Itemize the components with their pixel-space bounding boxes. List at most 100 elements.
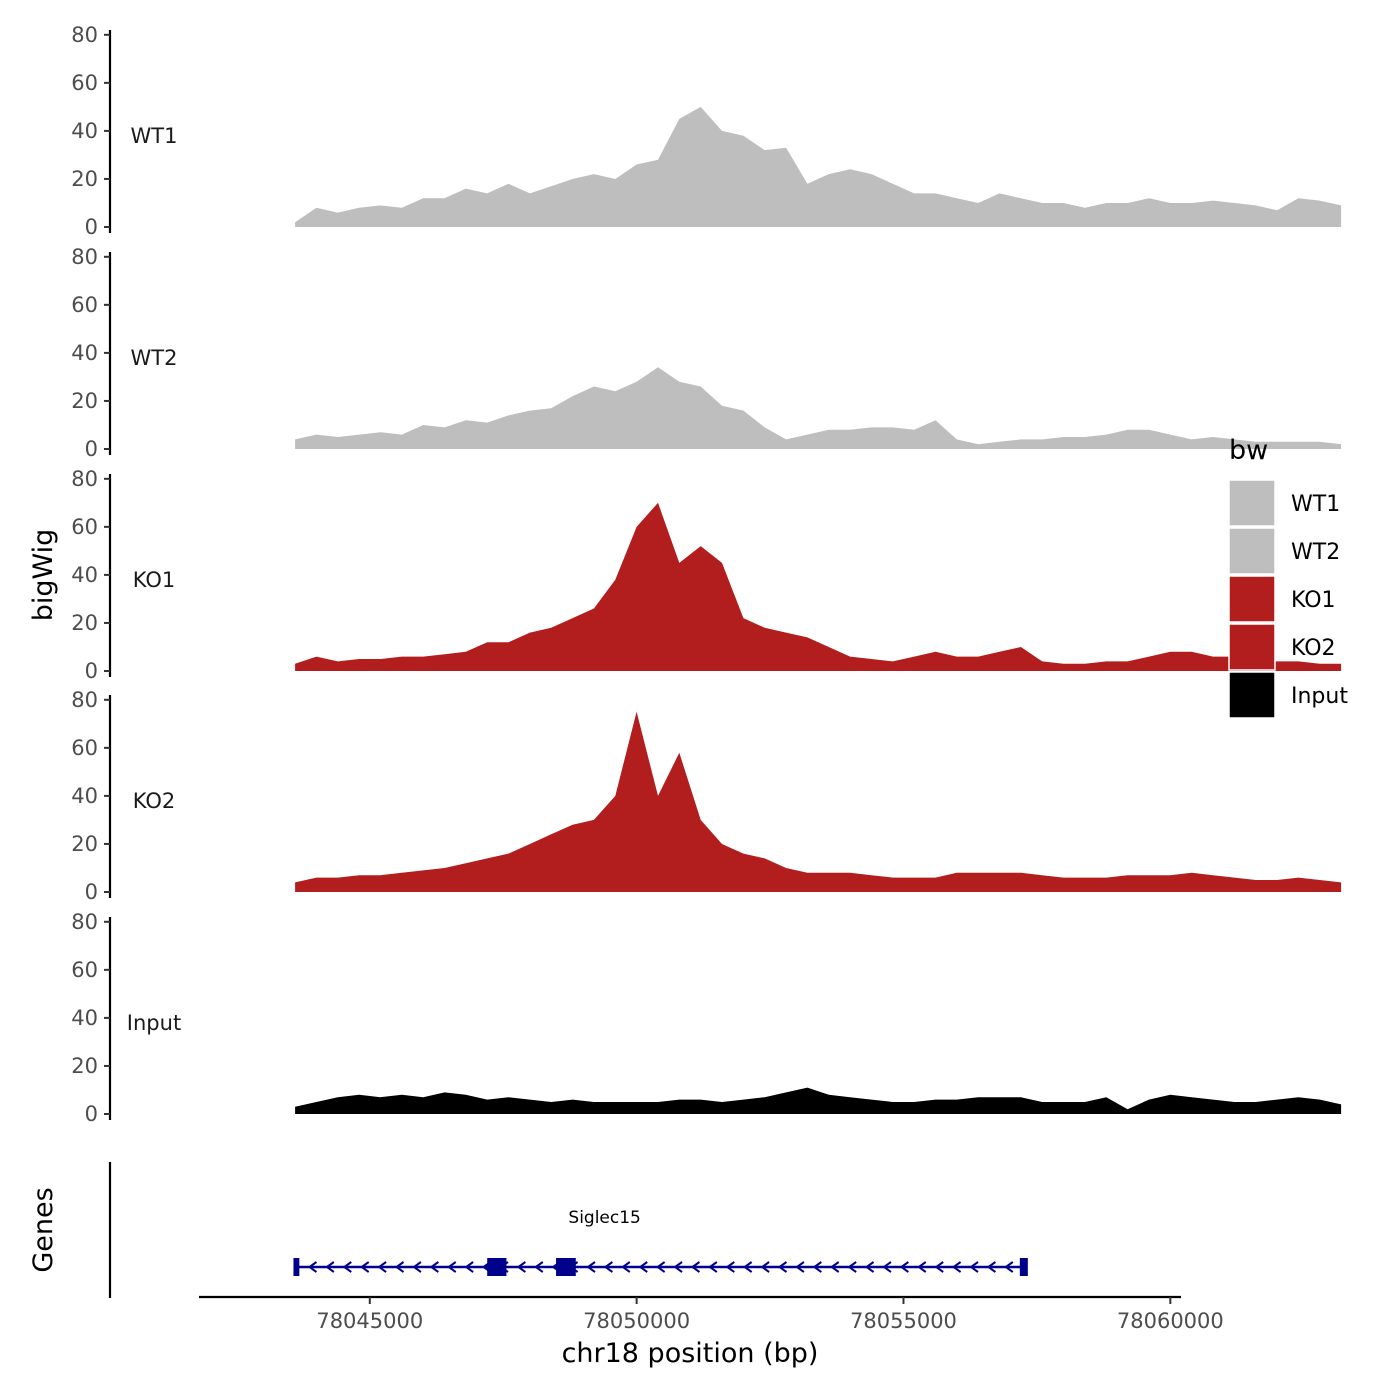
y-tick-label: 60 bbox=[71, 736, 98, 760]
y-tick-label: 80 bbox=[71, 467, 98, 491]
gene-exon bbox=[293, 1258, 300, 1276]
x-axis-title: chr18 position (bp) bbox=[562, 1338, 819, 1369]
track-wt1: 0 20 40 60 80 WT1 bbox=[71, 23, 1342, 239]
track-wt2: 0 20 40 60 80 WT2 bbox=[71, 245, 1342, 461]
x-tick-label: 78050000 bbox=[583, 1309, 690, 1333]
strand-arrow bbox=[447, 1261, 457, 1273]
y-tick-label: 60 bbox=[71, 515, 98, 539]
strand-arrow bbox=[812, 1261, 822, 1273]
strand-arrow bbox=[969, 1261, 979, 1273]
strand-arrow bbox=[795, 1261, 805, 1273]
signal-area-ko1 bbox=[295, 502, 1342, 671]
strand-arrow bbox=[307, 1261, 318, 1273]
gene-track: Siglec15 bbox=[108, 1162, 1028, 1298]
legend-swatch-ko2 bbox=[1228, 623, 1276, 671]
y-tick-label: 20 bbox=[71, 389, 98, 413]
y-tick-label: 0 bbox=[85, 215, 98, 239]
track-input: 0 20 40 60 80 Input bbox=[71, 910, 1342, 1126]
strand-arrow bbox=[412, 1261, 422, 1273]
y-tick-label: 40 bbox=[71, 784, 98, 808]
signal-tracks: 0 20 40 60 80 WT1 0 20 40 60 80 WT2 0 20 40 60 80 KO1 0 20 4… bbox=[71, 23, 1342, 1126]
signal-area-input bbox=[295, 1087, 1342, 1114]
y-tick-label: 80 bbox=[71, 910, 98, 934]
track-label: KO1 bbox=[133, 568, 176, 592]
strand-arrow bbox=[655, 1261, 666, 1273]
strand-arrow bbox=[673, 1261, 683, 1273]
gene-exon bbox=[556, 1258, 576, 1276]
y-tick-label: 80 bbox=[71, 23, 98, 47]
y-tick-label: 40 bbox=[71, 119, 98, 143]
y-tick-label: 80 bbox=[71, 245, 98, 269]
track-ko2: 0 20 40 60 80 KO2 bbox=[71, 688, 1342, 904]
strand-arrow bbox=[359, 1261, 370, 1273]
strand-arrow bbox=[847, 1261, 857, 1273]
y-axis-title: bigWig bbox=[28, 529, 59, 622]
legend-label-ko2: KO2 bbox=[1291, 636, 1336, 661]
y-tick-label: 20 bbox=[71, 1054, 98, 1078]
legend: bw WT1 WT2 KO1 KO2 Input bbox=[1228, 435, 1348, 719]
strand-arrow bbox=[325, 1261, 335, 1273]
strand-arrow bbox=[986, 1261, 996, 1273]
legend-label-wt1: WT1 bbox=[1291, 492, 1340, 517]
y-tick-label: 60 bbox=[71, 71, 98, 95]
strand-arrow bbox=[586, 1261, 596, 1273]
legend-swatch-wt1 bbox=[1228, 479, 1276, 527]
signal-area-wt1 bbox=[295, 106, 1342, 227]
y-tick-label: 0 bbox=[85, 880, 98, 904]
strand-arrow bbox=[760, 1261, 770, 1273]
y-axis-title-text: bigWig bbox=[28, 529, 59, 622]
strand-arrow bbox=[621, 1261, 631, 1273]
strand-arrow bbox=[864, 1261, 875, 1273]
y-tick-label: 0 bbox=[85, 659, 98, 683]
y-tick-label: 20 bbox=[71, 611, 98, 635]
strand-arrow bbox=[534, 1261, 544, 1273]
strand-arrow bbox=[934, 1261, 944, 1273]
strand-arrow bbox=[951, 1261, 962, 1273]
legend-label-wt2: WT2 bbox=[1291, 540, 1340, 565]
strand-arrow bbox=[1004, 1261, 1014, 1273]
track-label: Input bbox=[127, 1011, 181, 1035]
y-tick-label: 60 bbox=[71, 958, 98, 982]
y-tick-label: 60 bbox=[71, 293, 98, 317]
y-tick-label: 40 bbox=[71, 563, 98, 587]
y-tick-label: 40 bbox=[71, 1006, 98, 1030]
strand-arrow bbox=[742, 1261, 753, 1273]
strand-arrow bbox=[725, 1261, 735, 1273]
strand-arrow bbox=[603, 1261, 614, 1273]
track-label: WT2 bbox=[131, 346, 178, 370]
signal-area-ko2 bbox=[295, 711, 1342, 892]
track-ko1: 0 20 40 60 80 KO1 bbox=[71, 467, 1342, 683]
y-tick-label: 20 bbox=[71, 832, 98, 856]
strand-arrow bbox=[464, 1261, 474, 1273]
strand-arrow bbox=[830, 1261, 840, 1273]
track-label: WT1 bbox=[131, 124, 178, 148]
legend-label-ko1: KO1 bbox=[1291, 588, 1336, 613]
y-tick-label: 40 bbox=[71, 341, 98, 365]
signal-area-wt2 bbox=[295, 367, 1342, 449]
legend-swatch-ko1 bbox=[1228, 575, 1276, 623]
strand-arrow bbox=[917, 1261, 927, 1273]
strand-arrow bbox=[342, 1261, 352, 1273]
x-tick-label: 78045000 bbox=[316, 1309, 423, 1333]
strand-arrow bbox=[638, 1261, 648, 1273]
legend-swatch-wt2 bbox=[1228, 527, 1276, 575]
strand-arrow bbox=[882, 1261, 892, 1273]
gene-track-title-text: Genes bbox=[28, 1187, 59, 1272]
track-label: KO2 bbox=[133, 789, 176, 813]
legend-label-input: Input bbox=[1291, 684, 1348, 709]
legend-title: bw bbox=[1229, 435, 1268, 466]
legend-swatch-input bbox=[1228, 671, 1276, 719]
x-tick-label: 78060000 bbox=[1117, 1309, 1224, 1333]
strand-arrow bbox=[708, 1261, 718, 1273]
strand-arrow bbox=[899, 1261, 909, 1273]
strand-arrow bbox=[377, 1261, 387, 1273]
y-tick-label: 0 bbox=[85, 1102, 98, 1126]
strand-arrow bbox=[516, 1261, 526, 1273]
y-tick-label: 20 bbox=[71, 167, 98, 191]
x-axis: chr18 position (bp) 78045000 78050000 7805… bbox=[199, 1295, 1224, 1369]
strand-arrow bbox=[394, 1261, 405, 1273]
strand-arrow bbox=[429, 1261, 439, 1273]
gene-exon bbox=[487, 1258, 507, 1276]
gene-exon bbox=[1019, 1258, 1028, 1276]
